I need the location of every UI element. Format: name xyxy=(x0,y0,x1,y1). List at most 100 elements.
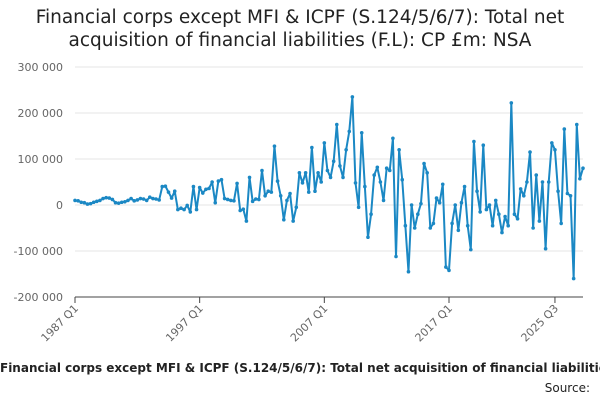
data-point xyxy=(422,161,426,166)
data-point xyxy=(85,202,90,206)
data-point xyxy=(157,198,161,202)
data-point xyxy=(525,180,529,184)
data-point xyxy=(356,205,361,210)
data-point xyxy=(319,180,324,184)
data-point xyxy=(250,199,255,204)
data-point xyxy=(353,181,358,185)
data-point xyxy=(123,199,127,204)
data-point xyxy=(188,210,193,214)
data-point xyxy=(384,166,389,170)
data-point xyxy=(82,200,87,205)
data-point xyxy=(338,164,342,168)
x-tick-label: 2025 Q3 xyxy=(519,302,562,345)
data-point xyxy=(119,200,124,205)
data-point xyxy=(95,199,99,204)
data-point xyxy=(528,150,532,154)
data-point xyxy=(213,200,218,205)
data-point xyxy=(275,179,280,183)
data-point xyxy=(263,194,267,198)
data-point xyxy=(328,175,333,180)
data-point xyxy=(204,187,208,192)
data-point xyxy=(359,130,364,135)
data-point xyxy=(266,189,271,193)
source-label: Source: xyxy=(544,381,590,395)
data-point xyxy=(135,198,140,202)
data-point xyxy=(313,189,317,193)
data-point xyxy=(182,207,186,212)
data-point xyxy=(91,200,96,205)
data-point xyxy=(456,228,461,233)
data-point xyxy=(129,196,133,201)
data-point xyxy=(98,198,102,203)
data-point xyxy=(232,199,236,203)
data-point xyxy=(154,197,158,201)
data-point xyxy=(179,206,183,211)
data-point xyxy=(571,276,576,281)
x-tick-label: 2007 Q1 xyxy=(288,302,331,345)
data-point xyxy=(322,141,327,145)
data-point xyxy=(172,189,177,193)
data-point xyxy=(375,165,380,170)
data-point xyxy=(219,177,224,182)
data-point xyxy=(107,196,112,200)
data-point xyxy=(506,223,511,228)
data-point xyxy=(484,207,489,212)
data-point xyxy=(222,196,227,201)
data-point xyxy=(316,171,320,175)
data-point xyxy=(562,127,567,131)
data-point xyxy=(163,184,168,188)
data-point xyxy=(110,197,115,202)
data-point xyxy=(285,198,289,203)
data-point xyxy=(113,200,118,205)
data-point xyxy=(126,198,130,203)
data-point xyxy=(235,181,239,186)
data-point xyxy=(574,122,579,127)
data-point xyxy=(303,171,308,175)
data-point xyxy=(310,145,314,150)
data-point xyxy=(578,176,582,181)
data-point xyxy=(272,144,277,148)
data-point xyxy=(88,201,93,206)
data-point xyxy=(509,101,514,105)
data-point xyxy=(363,184,367,189)
data-point xyxy=(394,254,398,259)
data-point xyxy=(300,181,305,185)
data-point xyxy=(366,235,370,239)
data-point xyxy=(194,207,199,212)
data-point xyxy=(104,195,108,200)
data-point xyxy=(229,198,233,203)
data-point xyxy=(553,148,557,152)
x-tick-label: 2017 Q1 xyxy=(413,302,456,345)
data-point xyxy=(372,173,376,177)
data-point xyxy=(444,265,448,269)
data-point xyxy=(391,136,395,141)
data-point xyxy=(369,212,373,216)
data-point xyxy=(521,194,526,198)
data-point xyxy=(241,207,246,211)
data-point xyxy=(216,179,221,183)
chart-title-line-2: acquisition of financial liabilities (F.… xyxy=(68,30,532,51)
chart-title-line-1: Financial corps except MFI & ICPF (S.124… xyxy=(35,7,565,28)
data-point xyxy=(440,182,445,187)
data-point xyxy=(568,194,573,198)
data-point xyxy=(465,223,470,228)
data-point xyxy=(462,184,467,189)
data-point xyxy=(260,168,264,173)
data-point xyxy=(556,189,560,193)
data-point xyxy=(269,190,274,194)
data-point xyxy=(166,190,171,194)
data-point xyxy=(278,194,283,198)
data-point xyxy=(397,148,401,152)
data-point xyxy=(459,200,464,205)
data-point xyxy=(481,143,486,147)
data-point xyxy=(428,226,433,230)
data-point xyxy=(412,226,417,230)
y-tick-label: 300 000 xyxy=(18,61,64,74)
data-point xyxy=(225,197,230,202)
data-point xyxy=(132,199,137,203)
data-point xyxy=(334,122,339,127)
data-point xyxy=(550,141,554,145)
y-tick-label: -100 000 xyxy=(14,245,63,258)
data-point xyxy=(341,175,345,180)
